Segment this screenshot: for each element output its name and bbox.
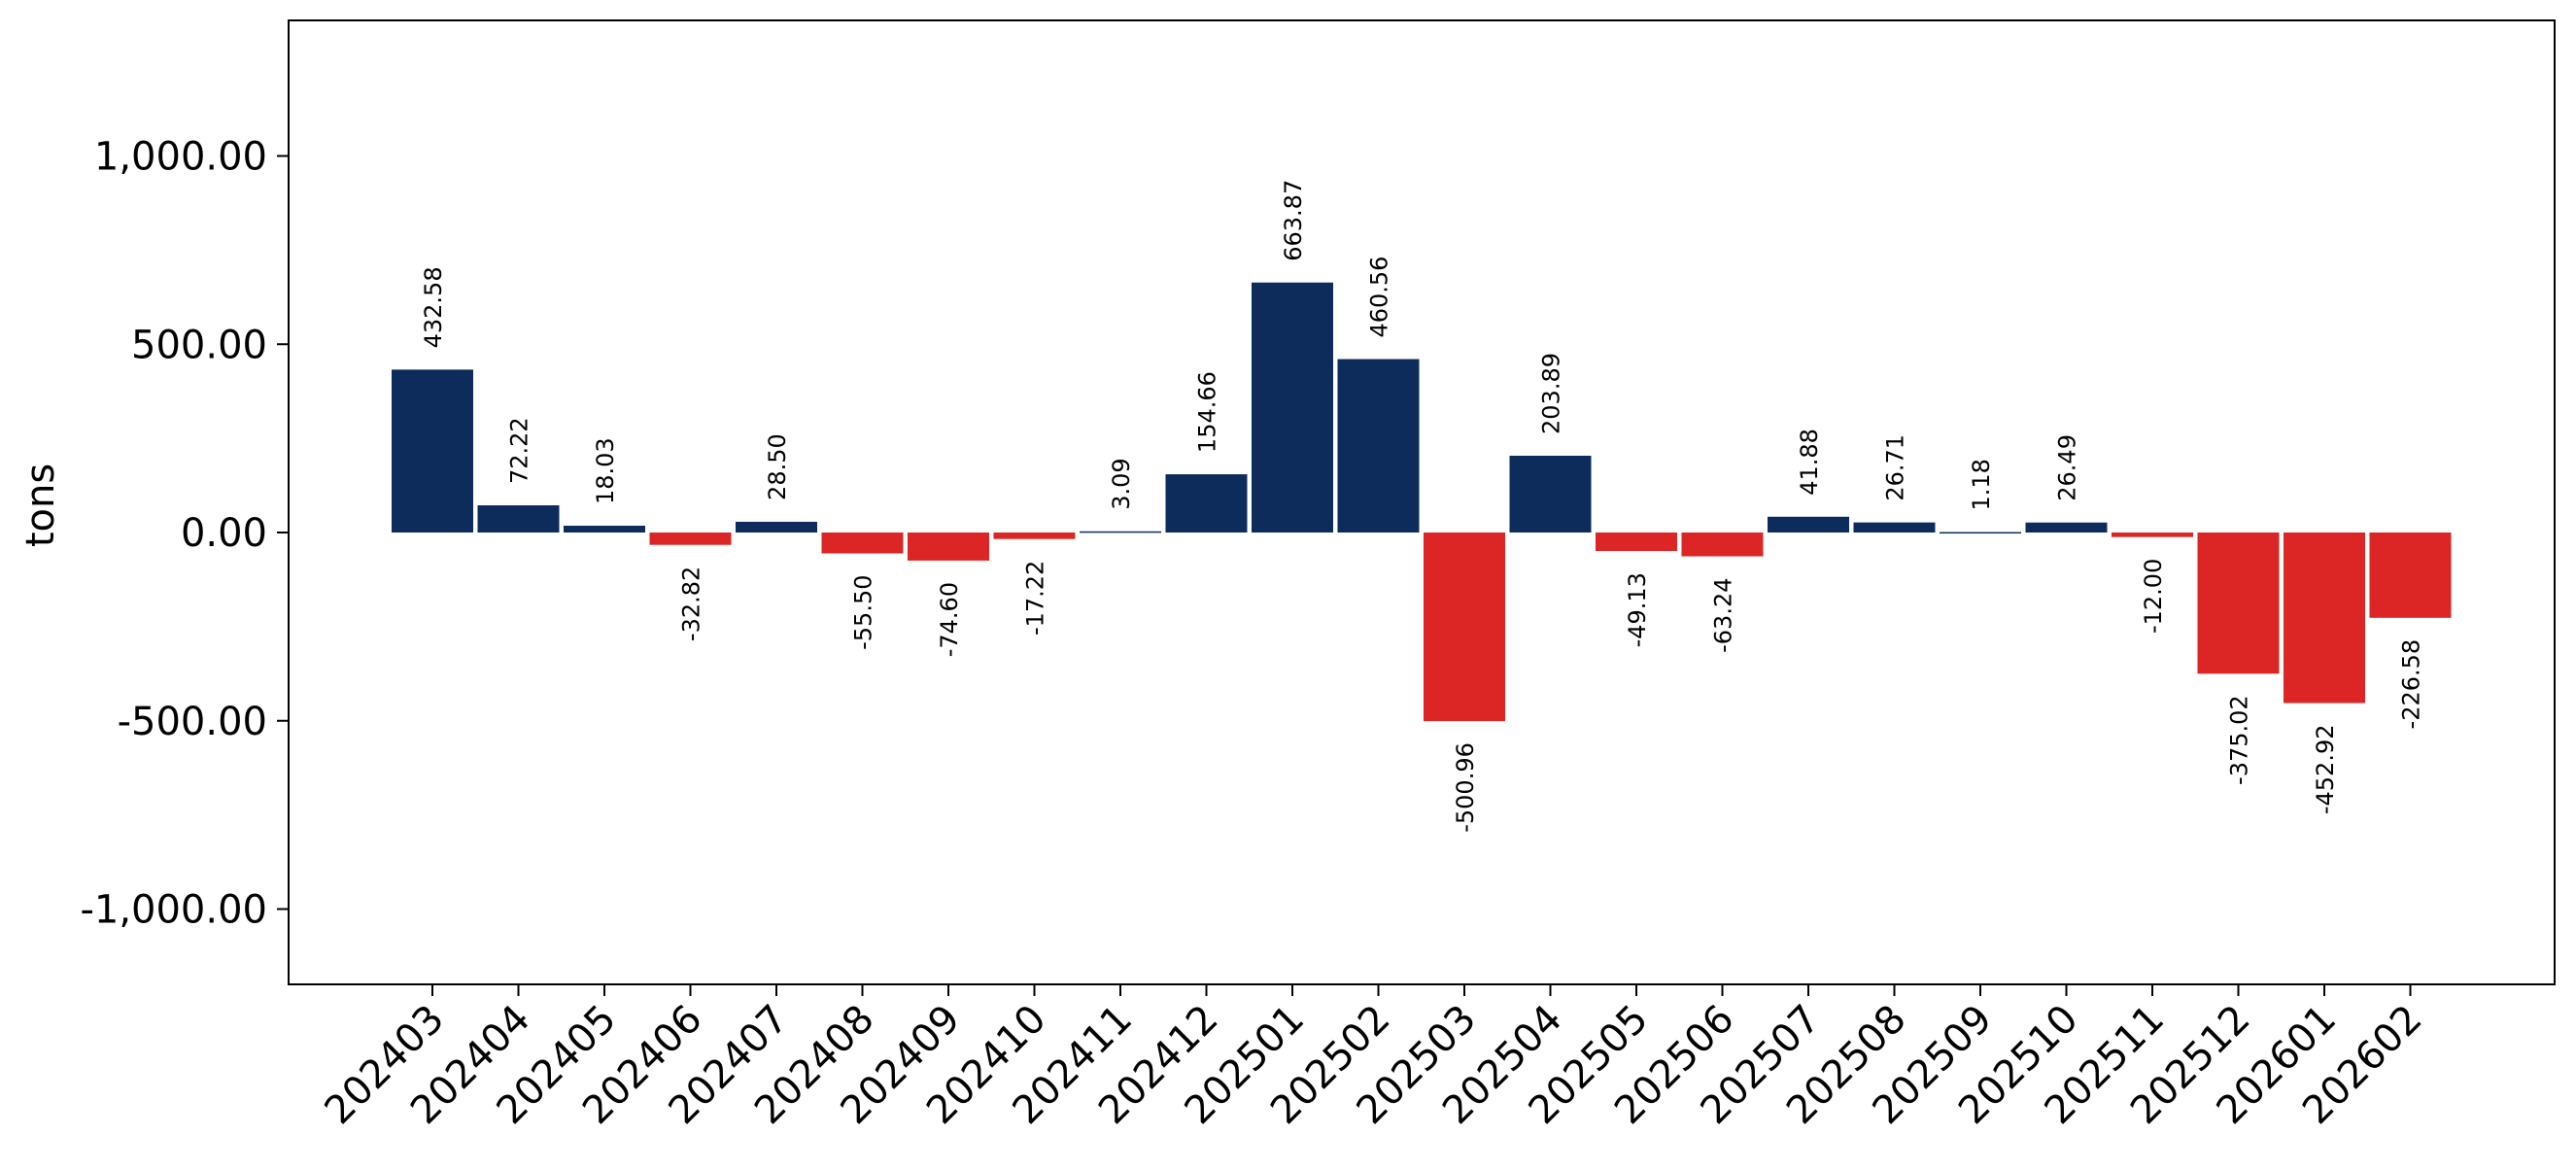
data-label-202601: -452.92 bbox=[2312, 725, 2339, 815]
bar-202507 bbox=[1768, 516, 1849, 533]
data-label-202503: -500.96 bbox=[1452, 742, 1479, 833]
data-label-202510: 26.49 bbox=[2054, 434, 2081, 501]
bar-202404 bbox=[477, 505, 560, 533]
data-label-202404: 72.22 bbox=[506, 417, 533, 484]
bars-layer bbox=[392, 282, 2452, 722]
data-label-202506: -63.24 bbox=[1710, 578, 1737, 653]
data-label-202602: -226.58 bbox=[2398, 639, 2425, 730]
data-label-202408: -55.50 bbox=[850, 575, 877, 650]
y-tick-label: 1,000.00 bbox=[94, 135, 267, 180]
bar-202405 bbox=[564, 526, 645, 533]
data-label-202504: 203.89 bbox=[1538, 353, 1565, 434]
bar-202511 bbox=[2112, 533, 2193, 537]
data-label-202409: -74.60 bbox=[936, 582, 963, 657]
bar-202412 bbox=[1165, 474, 1248, 533]
bar-202601 bbox=[2284, 533, 2365, 704]
y-tick-label: 0.00 bbox=[181, 511, 267, 556]
bar-202510 bbox=[2025, 522, 2108, 533]
data-label-202505: -49.13 bbox=[1624, 572, 1651, 647]
bar-202411 bbox=[1080, 531, 1161, 533]
y-axis: -1,000.00 -500.00 0.00 500.00 1,000.00 bbox=[80, 135, 289, 933]
data-label-202508: 26.71 bbox=[1882, 434, 1909, 501]
data-label-202411: 3.09 bbox=[1108, 458, 1135, 509]
bar-202602 bbox=[2369, 533, 2452, 618]
data-label-202509: 1.18 bbox=[1968, 459, 1995, 510]
bar-202406 bbox=[649, 533, 732, 545]
bar-202501 bbox=[1252, 282, 1333, 533]
plot-frame bbox=[288, 19, 2556, 985]
data-label-202512: -375.02 bbox=[2226, 695, 2253, 785]
y-tick-label: -500.00 bbox=[118, 700, 267, 744]
data-label-202511: -12.00 bbox=[2140, 559, 2167, 634]
bar-202505 bbox=[1596, 533, 1677, 552]
bar-202410 bbox=[993, 533, 1076, 539]
data-label-202501: 663.87 bbox=[1280, 180, 1307, 261]
bar-202407 bbox=[736, 521, 817, 533]
bar-202508 bbox=[1853, 522, 1936, 533]
data-label-202407: 28.50 bbox=[764, 433, 791, 500]
y-tick-label: -1,000.00 bbox=[80, 888, 267, 933]
bar-202502 bbox=[1337, 359, 1420, 533]
y-axis-label: tons bbox=[18, 464, 63, 547]
bar-202506 bbox=[1681, 533, 1764, 557]
bar-202503 bbox=[1424, 533, 1505, 722]
data-label-202405: 18.03 bbox=[592, 437, 619, 504]
bar-202409 bbox=[908, 533, 989, 561]
data-label-202502: 460.56 bbox=[1366, 257, 1393, 338]
data-label-202507: 41.88 bbox=[1796, 429, 1823, 496]
data-label-202406: -32.82 bbox=[678, 567, 705, 641]
bar-202504 bbox=[1509, 455, 1592, 533]
data-label-202410: -17.22 bbox=[1022, 561, 1049, 636]
y-tick-label: 500.00 bbox=[131, 323, 267, 367]
bar-202403 bbox=[392, 369, 473, 533]
data-labels-layer: 432.58 72.22 18.03 -32.82 28.50 -55.50 -74.60 -… bbox=[420, 180, 2425, 833]
bar-202512 bbox=[2197, 533, 2280, 674]
data-label-202412: 154.66 bbox=[1194, 371, 1221, 453]
bar-202509 bbox=[1940, 532, 2021, 534]
bar-202408 bbox=[821, 533, 904, 554]
data-label-202403: 432.58 bbox=[420, 266, 447, 348]
